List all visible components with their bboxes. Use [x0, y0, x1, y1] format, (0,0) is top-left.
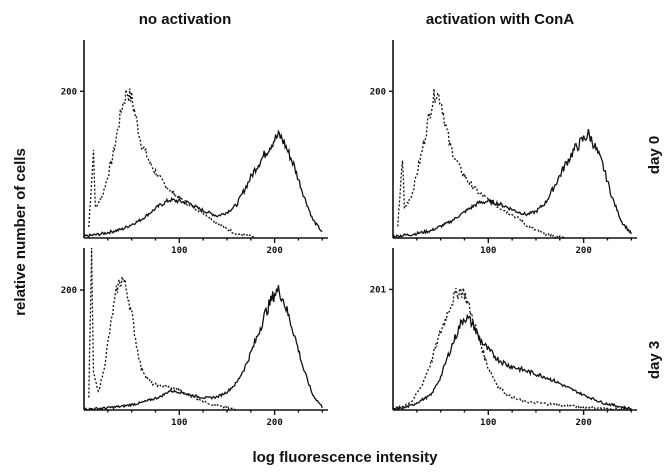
histogram-dashed-series — [88, 247, 237, 411]
x-tick-label: 200 — [575, 418, 591, 428]
x-tick-label: 100 — [480, 246, 496, 256]
x-tick-label: 200 — [575, 246, 591, 256]
row-label-day-0: day 0 — [646, 136, 663, 174]
panel-2: 100 200 200 — [370, 40, 637, 256]
panels-group: 100 200 200 100 200 200 100 200 200 100 200 201 — [61, 40, 637, 428]
x-tick-label: 100 — [171, 246, 187, 256]
row-label-day-3: day 3 — [646, 341, 663, 379]
y-axis-title: relative number of cells — [12, 148, 29, 316]
histogram-solid-series — [84, 285, 323, 411]
column-title-no-activation: no activation — [139, 11, 232, 28]
panel-4: 100 200 201 — [370, 248, 637, 428]
column-title-activation-cona: activation with ConA — [426, 11, 575, 28]
histogram-solid-series — [392, 313, 632, 412]
histogram-solid-series — [392, 128, 632, 239]
x-tick-label: 200 — [266, 418, 282, 428]
x-axis-title: log fluorescence intensity — [252, 449, 438, 466]
histogram-dashed-series — [392, 287, 632, 411]
panel-3: 100 200 200 — [61, 247, 328, 428]
y-tick-label: 201 — [370, 285, 386, 295]
panel-1: 100 200 200 — [61, 40, 328, 256]
histogram-dashed-series — [397, 88, 565, 239]
x-tick-label: 100 — [480, 418, 496, 428]
y-tick-label: 200 — [61, 87, 77, 97]
histogram-dashed-series — [88, 88, 256, 238]
y-tick-label: 200 — [61, 286, 77, 296]
x-tick-label: 200 — [266, 246, 282, 256]
y-tick-label: 200 — [370, 87, 386, 97]
histogram-solid-series — [83, 129, 323, 239]
x-tick-label: 100 — [171, 418, 187, 428]
